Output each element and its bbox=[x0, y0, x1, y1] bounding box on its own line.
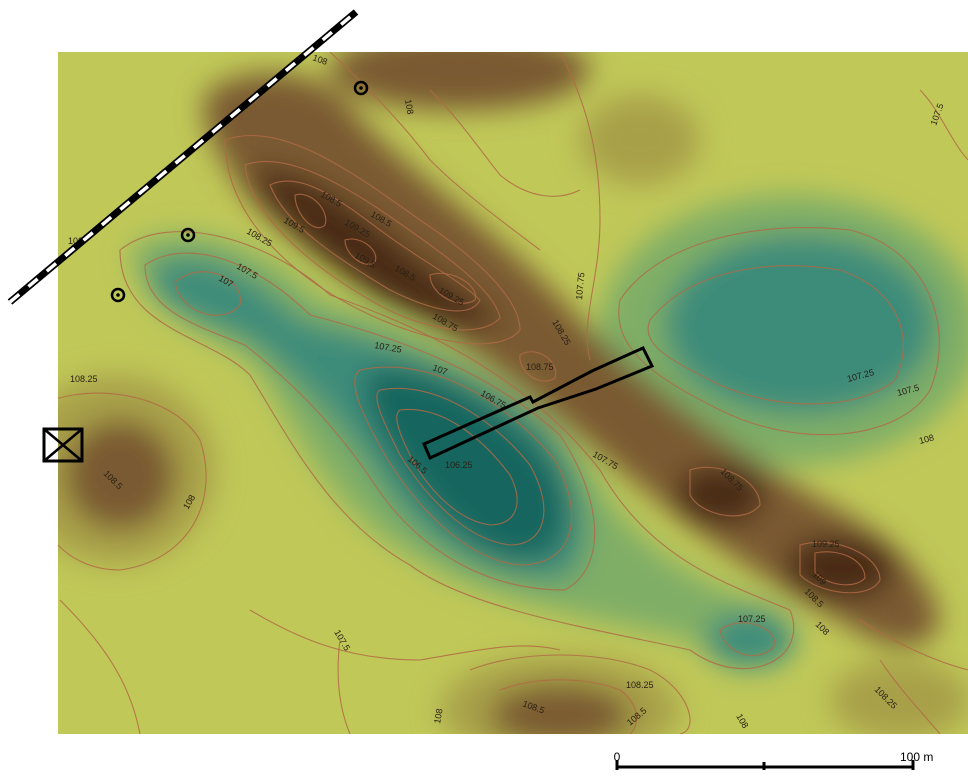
ridge-knoll bbox=[675, 465, 765, 525]
contour-line bbox=[376, 387, 545, 546]
boxed-cross-marker bbox=[42, 427, 84, 463]
contour-label: 108 bbox=[918, 432, 935, 446]
contour-label: 107.25 bbox=[374, 340, 403, 355]
contour-line bbox=[469, 654, 691, 734]
well-marker bbox=[180, 227, 196, 243]
contour-line bbox=[224, 135, 521, 345]
well-marker bbox=[353, 80, 369, 96]
well-markers bbox=[110, 80, 369, 303]
contour-label: 109.25 bbox=[812, 539, 840, 549]
contour-label: 108 bbox=[311, 52, 329, 67]
south-hill-top bbox=[490, 685, 630, 734]
contour-line bbox=[249, 609, 561, 661]
contour-label: 107.25 bbox=[738, 614, 766, 624]
contour-line bbox=[144, 252, 596, 591]
contour-line bbox=[119, 231, 795, 669]
contour-line bbox=[429, 89, 581, 197]
contour-label: 107.75 bbox=[574, 272, 586, 300]
contour-line bbox=[429, 272, 476, 304]
railway-line bbox=[7, 9, 359, 305]
contour-line bbox=[689, 466, 761, 517]
elevation-raster bbox=[58, 52, 968, 734]
contour-line bbox=[294, 193, 327, 228]
structure-outline bbox=[422, 346, 655, 461]
se-corner-rise bbox=[830, 660, 968, 734]
contour-label: 108 bbox=[432, 708, 444, 725]
contour-line bbox=[58, 392, 207, 571]
scale-bar-start-label: 0 bbox=[614, 750, 621, 764]
scale-bar-end-label: 100 m bbox=[900, 750, 933, 764]
contour-line bbox=[396, 408, 518, 526]
contour-line bbox=[174, 271, 241, 316]
contour-line bbox=[814, 551, 866, 586]
contour-label: 108.25 bbox=[626, 680, 654, 690]
contour-line bbox=[879, 659, 941, 734]
north-knoll bbox=[580, 95, 700, 185]
ridge-peak-nw bbox=[250, 168, 500, 329]
ridge-peak-se bbox=[785, 536, 895, 600]
contour-line bbox=[269, 180, 481, 312]
contour-line bbox=[337, 639, 351, 734]
contour-line bbox=[244, 160, 501, 331]
contour-line bbox=[799, 541, 881, 594]
contour-label: 108 bbox=[403, 99, 415, 116]
contour-label: 106.25 bbox=[445, 460, 473, 470]
contour-label: 108.25 bbox=[70, 374, 98, 384]
contour-line bbox=[344, 238, 377, 265]
contour-line bbox=[859, 619, 968, 671]
contour-line bbox=[329, 52, 541, 251]
contour-line bbox=[919, 89, 968, 161]
ridge-saddle bbox=[515, 345, 565, 385]
railway-dashes bbox=[8, 10, 358, 304]
ne-basin bbox=[665, 235, 935, 415]
contour-line bbox=[499, 679, 638, 734]
contour-line bbox=[719, 622, 776, 657]
central-deep bbox=[363, 368, 567, 560]
contour-line bbox=[647, 265, 904, 405]
contour-lines bbox=[58, 52, 968, 734]
north-shoulder bbox=[330, 52, 590, 110]
contour-label: 108 bbox=[68, 236, 83, 246]
west-hill-top bbox=[65, 420, 175, 530]
contour-line bbox=[59, 599, 141, 734]
contour-line bbox=[559, 52, 601, 361]
contour-label: 107 bbox=[431, 362, 449, 377]
contour-line bbox=[618, 227, 940, 436]
contour-label: 108.75 bbox=[526, 362, 554, 372]
contour-line bbox=[519, 351, 557, 382]
contour-line bbox=[354, 366, 573, 566]
well-marker bbox=[110, 287, 126, 303]
scale-bar: 0 100 m bbox=[614, 750, 933, 770]
